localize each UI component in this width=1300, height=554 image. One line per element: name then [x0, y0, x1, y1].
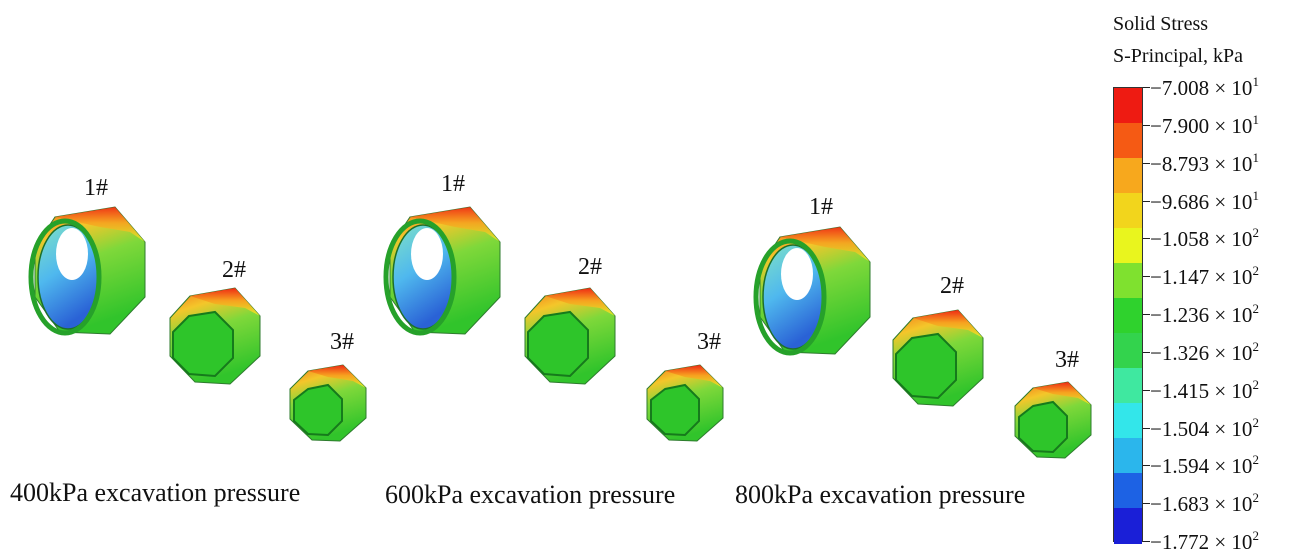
- tick-exponent: 1: [1252, 149, 1259, 165]
- tick-exponent: 2: [1252, 301, 1259, 316]
- ring-1-label: 1#: [441, 171, 465, 197]
- color-scale-tick-label: −9.686 × 101: [1150, 189, 1259, 213]
- color-scale-bar: [1113, 87, 1143, 544]
- color-scale-tick-label: −1.683 × 102: [1150, 491, 1259, 515]
- color-scale-tick-label: −1.236 × 102: [1150, 302, 1259, 326]
- tick-exponent: 2: [1252, 338, 1259, 354]
- color-scale-tick-mark: [1143, 465, 1150, 467]
- tick-exponent: 1: [1252, 111, 1259, 127]
- legend-title-line1: Solid Stress: [1113, 13, 1209, 35]
- color-scale-tick-label: −1.415 × 102: [1150, 378, 1259, 402]
- rings-figure-600kpa: [385, 0, 724, 442]
- color-scale-cell: [1114, 333, 1142, 369]
- ring-2-label: 2#: [578, 254, 602, 280]
- color-scale-tick-label: −1.772 × 102: [1150, 529, 1259, 553]
- ring-2: [524, 287, 616, 385]
- color-scale-tick-mark: [1143, 503, 1150, 505]
- tick-mantissa: −1.326 × 10: [1150, 340, 1253, 365]
- color-scale-cell: [1114, 193, 1142, 229]
- tick-mantissa: −1.236 × 10: [1150, 303, 1253, 327]
- color-scale-tick-mark: [1143, 124, 1150, 126]
- color-scale-tick-mark: [1143, 541, 1150, 542]
- ring-2-label: 2#: [940, 273, 964, 299]
- color-scale-cell: [1114, 403, 1142, 439]
- ring-3-label: 3#: [697, 329, 721, 355]
- ring-2: [169, 287, 261, 385]
- color-scale-tick-label: −1.147 × 102: [1150, 264, 1259, 288]
- tick-mantissa: −1.683 × 10: [1150, 492, 1253, 517]
- tick-mantissa: −1.147 × 10: [1150, 265, 1253, 290]
- tick-exponent: 2: [1252, 414, 1259, 430]
- panel-800kpa: 1# 2# 3# 800kPa excavation pressure: [735, 0, 1115, 553]
- ring-1: [386, 207, 500, 334]
- color-scale-cell: [1114, 228, 1142, 264]
- color-scale-tick-mark: [1143, 238, 1150, 240]
- color-scale-cell: [1114, 298, 1142, 334]
- tick-exponent: 2: [1252, 528, 1259, 543]
- panel-caption: 600kPa excavation pressure: [385, 480, 676, 509]
- color-scale-tick-mark: [1143, 351, 1150, 353]
- color-scale-tick-label: −7.008 × 101: [1150, 75, 1259, 99]
- color-scale-cell: [1114, 508, 1142, 544]
- ring-3-label: 3#: [1055, 347, 1079, 373]
- color-scale-tick-label: −1.594 × 102: [1150, 453, 1259, 477]
- tick-exponent: 2: [1252, 376, 1259, 392]
- tick-mantissa: −8.793 × 10: [1150, 151, 1253, 176]
- color-scale-tick-label: −1.504 × 102: [1150, 416, 1259, 440]
- rings-figure-400kpa: [0, 0, 367, 442]
- tick-exponent: 2: [1252, 263, 1259, 279]
- ring-3: [289, 364, 367, 442]
- color-scale-tick-mark: [1143, 87, 1150, 88]
- color-scale-tick-label: −1.326 × 102: [1150, 340, 1259, 364]
- ring-3-label: 3#: [330, 329, 354, 355]
- tick-mantissa: −7.900 × 10: [1150, 113, 1253, 138]
- color-scale-tick-mark: [1143, 162, 1150, 164]
- tick-mantissa: −1.415 × 10: [1150, 378, 1253, 403]
- panel-600kpa: 1# 2# 3# 600kPa excavation pressure: [385, 0, 765, 553]
- ring-1: [756, 227, 870, 354]
- tick-exponent: 2: [1252, 452, 1259, 468]
- color-scale-cell: [1114, 368, 1142, 404]
- ring-2: [892, 309, 984, 407]
- color-scale-cell: [1114, 88, 1142, 124]
- panel-caption: 800kPa excavation pressure: [735, 480, 1026, 509]
- color-scale-cell: [1114, 473, 1142, 509]
- color-scale-cell: [1114, 263, 1142, 299]
- ring-1-label: 1#: [809, 194, 833, 220]
- color-scale-tick-mark: [1143, 276, 1150, 278]
- tick-mantissa: −9.686 × 10: [1150, 189, 1253, 214]
- tick-mantissa: −1.594 × 10: [1150, 454, 1253, 479]
- color-scale-tick-label: −7.900 × 101: [1150, 113, 1259, 137]
- ring-2-label: 2#: [222, 257, 246, 283]
- tick-mantissa: −1.772 × 10: [1150, 530, 1253, 554]
- panel-caption: 400kPa excavation pressure: [10, 478, 301, 507]
- color-scale-cell: [1114, 123, 1142, 159]
- tick-mantissa: −7.008 × 10: [1150, 76, 1253, 100]
- color-scale-cell: [1114, 438, 1142, 474]
- tick-mantissa: −1.504 × 10: [1150, 416, 1253, 441]
- color-scale-tick-mark: [1143, 200, 1150, 202]
- ring-1: [31, 207, 145, 334]
- ring-1-label: 1#: [84, 175, 108, 201]
- legend-title-line2: S-Principal, kPa: [1113, 45, 1243, 67]
- panel-400kpa: 1# 2# 3# 400kPa excavation pressure: [0, 0, 380, 553]
- tick-exponent: 2: [1252, 490, 1259, 506]
- color-scale-tick-label: −1.058 × 102: [1150, 226, 1259, 250]
- color-scale-tick-mark: [1143, 389, 1150, 391]
- rings-figure-800kpa: [735, 0, 1092, 459]
- tick-exponent: 2: [1252, 225, 1259, 241]
- color-scale-tick-mark: [1143, 427, 1150, 429]
- ring-3: [646, 364, 724, 442]
- color-scale-tick-mark: [1143, 314, 1150, 315]
- tick-mantissa: −1.058 × 10: [1150, 227, 1253, 252]
- tick-exponent: 1: [1252, 74, 1259, 89]
- tick-exponent: 1: [1252, 187, 1259, 203]
- color-scale-cell: [1114, 158, 1142, 194]
- color-scale-tick-label: −8.793 × 101: [1150, 151, 1259, 175]
- ring-3: [1014, 381, 1092, 459]
